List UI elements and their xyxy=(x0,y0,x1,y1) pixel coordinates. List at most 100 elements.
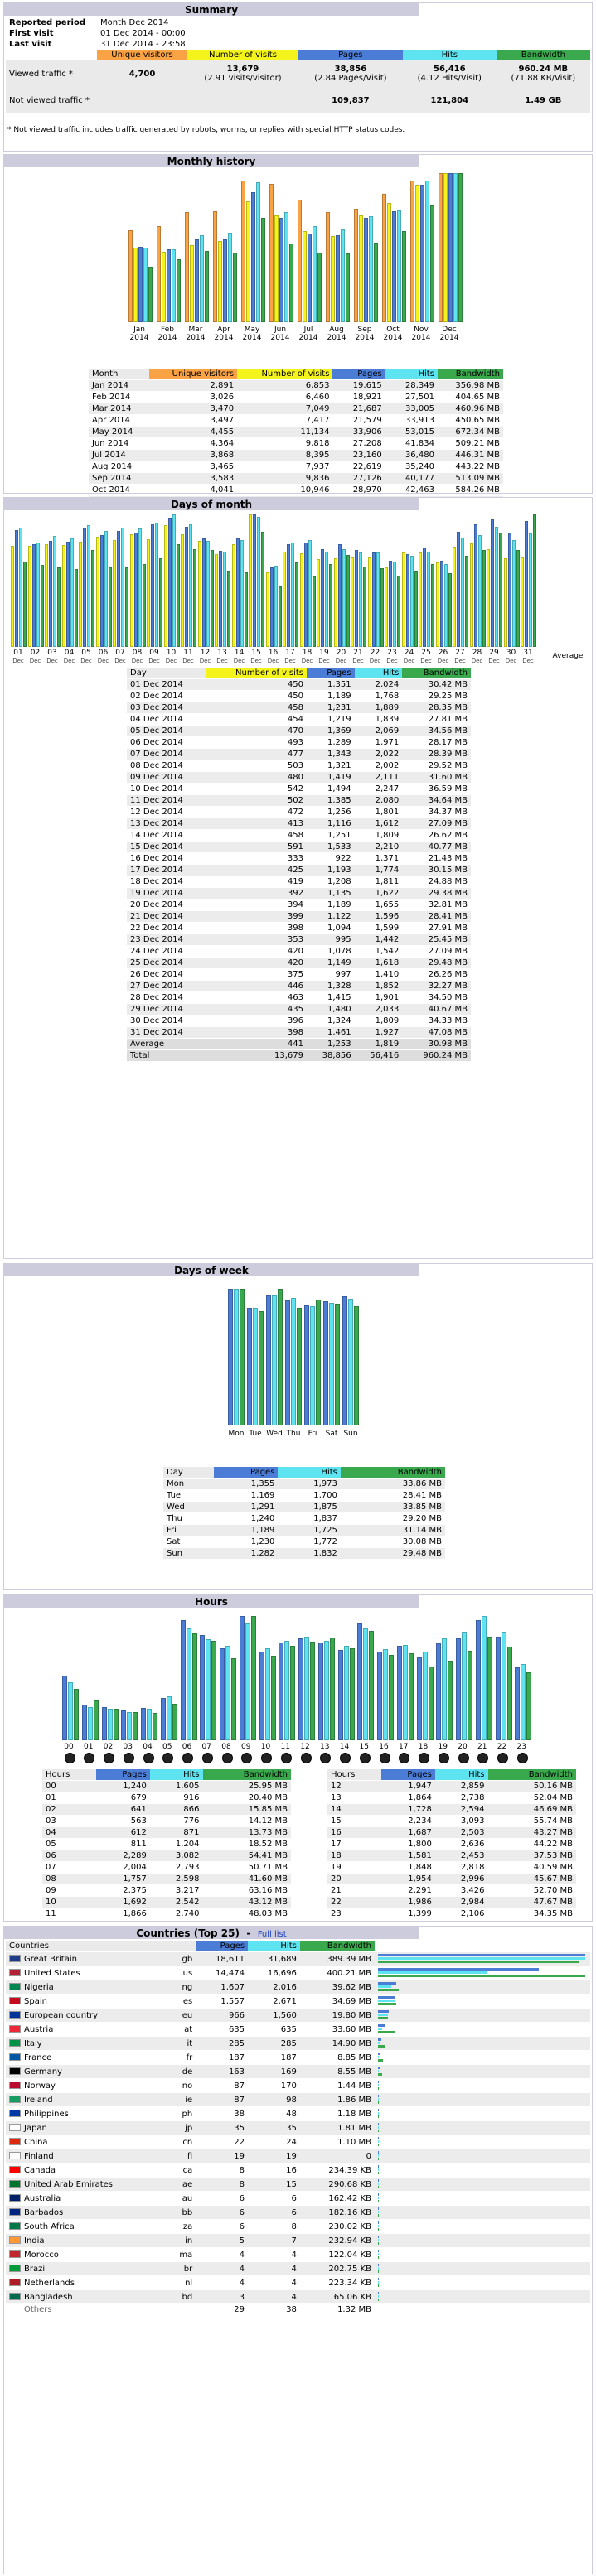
axis-label: 22 xyxy=(497,1743,507,1751)
chart-bar xyxy=(147,1708,152,1740)
cell: 09 xyxy=(42,1884,96,1897)
flag-icon xyxy=(9,1969,21,1976)
cell: 6,460 xyxy=(237,391,333,403)
clock-icon xyxy=(279,1753,293,1766)
axis-label: 10 xyxy=(260,1743,271,1751)
cell: 2,671 xyxy=(248,1994,300,2009)
clock-icon xyxy=(63,1753,76,1766)
country-name: South Africa xyxy=(6,2219,167,2234)
cell: 1,927 xyxy=(354,1026,403,1039)
chart-bar xyxy=(185,212,189,322)
axis-label: Oct 2014 xyxy=(383,326,403,342)
col-2-header: Pages xyxy=(307,668,355,679)
cell: 202.75 KB xyxy=(299,2261,375,2276)
country-bar xyxy=(378,2281,379,2284)
notviewed-value xyxy=(97,87,187,113)
chart-bar xyxy=(233,252,237,322)
chart-bar xyxy=(383,1649,388,1740)
clock-icon xyxy=(122,1753,135,1766)
cell: 34.56 MB xyxy=(402,725,471,737)
cell: 40,177 xyxy=(385,472,438,485)
col-header: Bandwidth xyxy=(487,1769,576,1781)
chart-bar xyxy=(511,540,516,647)
cell: 162.42 KB xyxy=(299,2191,375,2206)
cell: 6 xyxy=(196,2205,249,2220)
cell: 419 xyxy=(206,876,307,888)
cell: 2,738 xyxy=(434,1792,488,1804)
cell: 389.39 MB xyxy=(299,1951,375,1966)
chart-bar xyxy=(323,1301,328,1425)
table-row: 08 1,757 2,598 41.60 MB xyxy=(42,1873,291,1885)
country-bar xyxy=(378,1957,585,1960)
cell: 34.33 MB xyxy=(402,1015,471,1027)
cell: 2,069 xyxy=(354,725,403,737)
cell: 509.21 MB xyxy=(437,437,503,450)
cell: 1,866 xyxy=(95,1908,150,1920)
chart-bar xyxy=(223,239,227,322)
chart-bar xyxy=(138,528,142,647)
flag-icon xyxy=(9,2293,21,2300)
country-bar xyxy=(378,2207,379,2210)
chart-bar xyxy=(107,1709,113,1740)
chart-bar xyxy=(443,173,448,322)
cell: 1,240 xyxy=(214,1512,279,1525)
table-row: 31 Dec 2014 398 1,461 1,927 47.08 MB xyxy=(127,1026,471,1039)
chart-bar xyxy=(272,1295,277,1425)
country-bar xyxy=(378,2172,379,2174)
chart-bar xyxy=(241,181,245,322)
axis-label: 18 xyxy=(418,1743,429,1751)
col-header: Hours xyxy=(42,1769,96,1781)
axis-label: Tue xyxy=(249,1430,262,1438)
country-name: Finland xyxy=(6,2149,167,2164)
cell: 3,217 xyxy=(149,1884,203,1897)
cell: 2,289 xyxy=(95,1850,150,1862)
table-row: 10 Dec 2014 542 1,494 2,247 36.59 MB xyxy=(127,783,471,795)
hours-table-right: Hours Pages Hits Bandwidth 12 1,947 2,859 50.16… xyxy=(327,1769,576,1920)
cell: 20 Dec 2014 xyxy=(127,899,207,911)
cell: 2,291 xyxy=(380,1884,435,1897)
cell: 08 Dec 2014 xyxy=(127,760,207,772)
cell: 87 xyxy=(196,2078,249,2093)
axis-label: Aug 2014 xyxy=(327,326,346,342)
cell: 563 xyxy=(95,1815,150,1827)
flag-icon xyxy=(9,2096,21,2103)
cell: May 2014 xyxy=(89,426,150,438)
table-row: Sep 2014 3,583 9,836 27,126 40,177 513.09 MB xyxy=(89,472,503,485)
viewed-value: 38,856 (2.84 Pages/Visit) xyxy=(314,65,387,83)
table-row: 11 1,866 2,740 48.03 MB xyxy=(42,1908,291,1920)
cell: 29.48 MB xyxy=(340,1547,445,1560)
axis-label: Sat xyxy=(325,1430,338,1438)
cell: 458 xyxy=(206,702,307,714)
cell: 46.69 MB xyxy=(487,1803,576,1816)
cell: 19 xyxy=(248,2149,300,2164)
cell: 08 xyxy=(42,1873,96,1885)
axis-label: 01 xyxy=(84,1743,94,1751)
cell: 7,937 xyxy=(237,461,333,473)
chart-bar xyxy=(162,252,166,322)
days-table: Day Number of visits Pages Hits Bandwidth 01 … xyxy=(127,668,471,1062)
chart-bar xyxy=(325,551,328,647)
chart-bar xyxy=(396,1646,402,1740)
chart-bar xyxy=(15,530,18,647)
clock-icon xyxy=(142,1753,155,1766)
table-row: Tue 1,169 1,700 28.41 MB xyxy=(163,1489,445,1502)
axis-label: 03 Dec xyxy=(46,649,58,664)
chart-bar xyxy=(468,1650,472,1740)
chart-bar xyxy=(147,539,150,647)
cell: 3,868 xyxy=(149,449,238,461)
country-bars xyxy=(375,2233,590,2248)
col-hits: Hits xyxy=(402,50,497,60)
country-row: European country eu 966 1,560 19.80 MB xyxy=(6,2008,590,2023)
full-list-link[interactable]: Full list xyxy=(257,1930,287,1939)
cell: 1,612 xyxy=(354,818,403,830)
flag-icon xyxy=(9,2011,21,2019)
clock-icon xyxy=(162,1753,175,1766)
chart-bar xyxy=(191,1633,197,1740)
chart-bar xyxy=(317,253,322,322)
chart-bar xyxy=(410,180,414,322)
cell: 641 xyxy=(95,1803,150,1816)
table-row: 18 Dec 2014 419 1,208 1,811 24.88 MB xyxy=(127,876,471,888)
cell: 11 Dec 2014 xyxy=(127,794,207,807)
chart-bar xyxy=(228,1289,233,1425)
cell: 38 xyxy=(196,2106,249,2121)
